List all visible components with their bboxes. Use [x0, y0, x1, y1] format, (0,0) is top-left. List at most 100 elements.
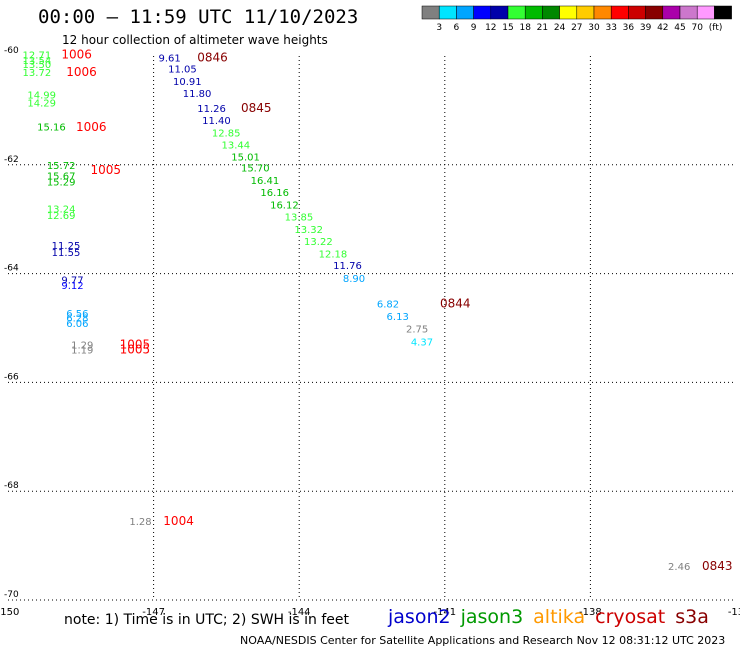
- legend-label: 15: [502, 23, 513, 33]
- legend-label: 6: [454, 23, 460, 33]
- wave-height-label: 1.19: [71, 346, 93, 357]
- sat-jason2: jason2: [388, 606, 451, 628]
- chart-title: 00:00 – 11:59 UTC 11/10/2023: [38, 6, 359, 28]
- legend-swatch: [714, 5, 732, 20]
- wave-height-label: 13.85: [285, 212, 314, 223]
- chart-subtitle: 12 hour collection of altimeter wave hei…: [62, 33, 328, 47]
- legend-label: 42: [657, 23, 668, 33]
- legend-label: 18: [519, 23, 531, 33]
- wave-height-label: 13.44: [222, 140, 251, 151]
- y-tick-label: -70: [4, 590, 19, 600]
- legend-label: 21: [537, 23, 548, 33]
- legend-swatch: [524, 5, 543, 20]
- credit-line: NOAA/NESDIS Center for Satellite Applica…: [240, 634, 726, 647]
- legend-swatch: [559, 5, 578, 20]
- x-tick-label: -147: [142, 607, 165, 618]
- wave-height-label: 12.69: [47, 211, 76, 222]
- legend-label: 12: [485, 23, 496, 33]
- wave-height-label: 9.12: [61, 281, 83, 292]
- wave-height-label: 16.41: [251, 176, 280, 187]
- sat-altika: altika: [533, 606, 586, 628]
- wave-height-label: 13.24: [47, 205, 76, 216]
- wave-height-label: 9.61: [158, 53, 180, 64]
- wave-height-label: 6.82: [377, 299, 399, 310]
- legend-label: 27: [571, 23, 582, 33]
- wave-height-label: 14.99: [27, 90, 56, 101]
- legend-label: 36: [623, 23, 635, 33]
- legend-swatch: [490, 5, 509, 20]
- legend-swatch: [610, 5, 629, 20]
- wave-height-label: 15.01: [231, 152, 260, 163]
- legend-unit: (ft): [709, 23, 723, 33]
- wave-height-label: 11.05: [168, 64, 197, 75]
- wave-height-label: 15.72: [47, 161, 76, 172]
- wave-height-label: 6.06: [66, 319, 88, 330]
- legend-swatch: [542, 5, 560, 20]
- legend-label: 30: [588, 23, 600, 33]
- y-tick-label: -66: [4, 372, 19, 382]
- wave-height-label: 11.80: [183, 89, 212, 100]
- wave-height-label: 1.28: [129, 517, 151, 528]
- legend-swatch: [438, 5, 457, 20]
- legend-label: 70: [691, 23, 703, 33]
- sat-s3a: s3a: [675, 606, 709, 628]
- pass-time-label: 1006: [66, 65, 97, 79]
- wave-height-label: 9.77: [61, 275, 83, 286]
- legend-label: 39: [640, 23, 652, 33]
- legend-swatch: [662, 5, 681, 20]
- wave-height-label: 6.56: [66, 309, 88, 320]
- legend-swatch: [473, 5, 492, 20]
- wave-height-label: 11.25: [52, 241, 81, 252]
- legend-swatch: [593, 5, 612, 20]
- wave-height-label: 15.67: [47, 171, 76, 182]
- legend-label: 9: [471, 23, 477, 33]
- pass-time-label: 0846: [197, 50, 228, 64]
- wave-height-label: 16.12: [270, 200, 299, 211]
- wave-height-label: 12.85: [212, 129, 241, 140]
- legend-swatch: [576, 5, 595, 20]
- wave-height-label: 12.18: [319, 249, 348, 260]
- x-tick-label: -144: [288, 607, 311, 618]
- y-tick-label: -62: [4, 155, 19, 165]
- legend-swatch: [696, 5, 715, 20]
- wave-height-label: 2.46: [668, 562, 690, 573]
- pass-time-label: 1005: [91, 163, 122, 177]
- sat-jason3: jason3: [460, 606, 524, 628]
- wave-height-label: 10.91: [173, 77, 202, 88]
- legend-swatch: [645, 5, 664, 20]
- wave-height-label: 13.32: [294, 225, 323, 236]
- x-tick-label: -150: [0, 607, 19, 618]
- pass-time-label: 1005: [120, 343, 151, 357]
- pass-time-label: 1004: [163, 514, 194, 528]
- wave-height-label: 13.50: [23, 60, 52, 71]
- legend-swatch: [456, 5, 474, 20]
- y-tick-label: -68: [4, 481, 19, 491]
- pass-time-label: 1006: [76, 120, 107, 134]
- wave-height-label: 13.54: [23, 56, 52, 67]
- legend-label: 3: [436, 23, 442, 33]
- wave-height-label: 6.28: [66, 313, 88, 324]
- x-tick-label: -141: [433, 607, 456, 618]
- x-tick-label: -138: [579, 607, 602, 618]
- pass-time-label: 0845: [241, 101, 272, 115]
- legend-label: 45: [674, 23, 685, 33]
- legend-swatch: [679, 5, 698, 20]
- pass-time-label: 0843: [702, 559, 733, 573]
- wave-height-label: 15.70: [241, 163, 270, 174]
- legend-label: 33: [605, 23, 616, 33]
- footnote: note: 1) Time is in UTC; 2) SWH is in fe…: [64, 612, 350, 628]
- color-legend: 3 6 9 12 15 18 21 24 27 30 33 36 39 42 45 70 (ft): [421, 5, 732, 33]
- pass-time-label: 0844: [440, 296, 471, 310]
- wave-height-label: 6.13: [387, 312, 409, 323]
- y-tick-label: -60: [4, 46, 19, 56]
- legend-swatch: [507, 5, 526, 20]
- pass-time-label: 1006: [61, 48, 92, 62]
- wave-height-label: 11.40: [202, 116, 231, 127]
- wave-height-label: 12.71: [23, 51, 52, 62]
- wave-height-label: 4.37: [411, 337, 433, 348]
- wave-height-label: 1.29: [71, 341, 93, 352]
- wave-height-label: 16.16: [260, 188, 289, 199]
- wave-height-label: 15.29: [47, 177, 76, 188]
